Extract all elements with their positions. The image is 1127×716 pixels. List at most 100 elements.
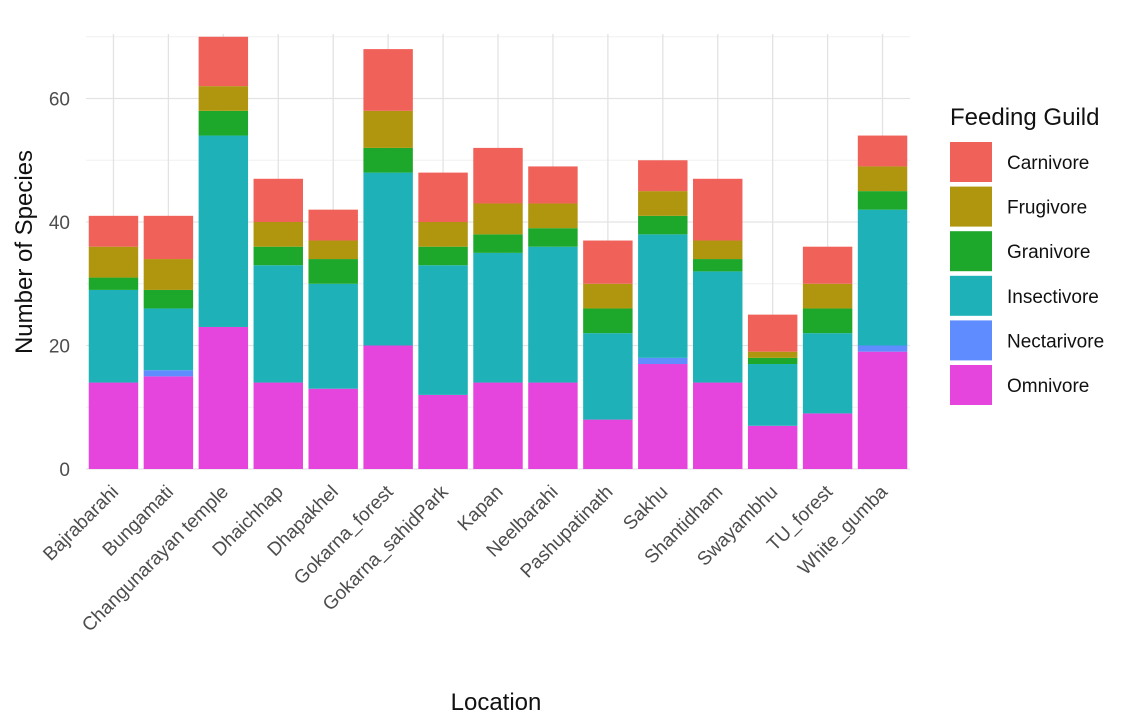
bar-segment-frugivore — [253, 222, 303, 247]
bar-segment-insectivore — [143, 308, 194, 371]
legend-label: Granivore — [1007, 242, 1090, 263]
bar-segment-carnivore — [143, 215, 194, 260]
y-axis-ticks: 0 20 40 60 — [49, 90, 70, 482]
bar-segment-insectivore — [198, 135, 249, 327]
bar-segment-frugivore — [693, 240, 743, 260]
bar-segment-nectarivore — [638, 357, 688, 365]
bar-segment-insectivore — [363, 172, 413, 346]
bar-segment-omnivore — [198, 326, 249, 469]
bar-segment-insectivore — [802, 333, 853, 414]
bar-segment-frugivore — [363, 110, 413, 148]
y-tick-label: 40 — [49, 213, 70, 234]
bar-segment-granivore — [857, 191, 908, 210]
bar-segment-omnivore — [253, 382, 303, 469]
bar-segment-carnivore — [693, 178, 743, 241]
x-tick-label: Sakhu — [619, 482, 672, 535]
bar-segment-frugivore — [857, 166, 908, 192]
bar-segment-frugivore — [308, 240, 358, 260]
legend-label: Omnivore — [1007, 376, 1089, 397]
bar-segment-omnivore — [363, 345, 413, 469]
bar-segment-granivore — [528, 228, 578, 247]
bar-segment-granivore — [418, 246, 468, 266]
bar-segment-carnivore — [418, 172, 468, 222]
bar-segment-frugivore — [198, 86, 249, 111]
bar-segment-carnivore — [583, 240, 633, 284]
bar-segment-granivore — [88, 277, 139, 290]
bar-segment-omnivore — [583, 419, 633, 469]
legend-swatch-carnivore — [950, 142, 992, 182]
bar-segment-frugivore — [638, 191, 688, 216]
bar-segment-insectivore — [473, 252, 523, 383]
x-tick-label: Gokarna_forest — [290, 481, 398, 589]
bar-segment-omnivore — [143, 376, 194, 469]
bar-segment-omnivore — [473, 382, 523, 469]
legend-swatch-nectarivore — [950, 320, 992, 361]
bar-segment-omnivore — [638, 364, 688, 469]
bar-segment-granivore — [747, 357, 798, 365]
bar-segment-carnivore — [857, 135, 908, 167]
bar-segment-frugivore — [143, 259, 194, 290]
bar-segment-omnivore — [693, 382, 743, 469]
bar-segment-granivore — [198, 110, 249, 136]
bar-segment-carnivore — [528, 166, 578, 204]
bar-segment-granivore — [308, 259, 358, 284]
bar-segment-nectarivore — [857, 345, 908, 352]
bar-segment-omnivore — [528, 382, 578, 469]
legend-label: Frugivore — [1007, 198, 1087, 219]
bar-segment-frugivore — [583, 283, 633, 309]
legend: Feeding Guild Carnivore Frugivore Granivor… — [950, 104, 1104, 405]
bar-segment-granivore — [583, 308, 633, 334]
legend-swatch-granivore — [950, 231, 992, 272]
bar-segment-insectivore — [308, 283, 358, 389]
bar-segment-granivore — [143, 289, 194, 309]
bar-segment-insectivore — [528, 246, 578, 383]
legend-label: Carnivore — [1007, 153, 1089, 174]
legend-swatch-omnivore — [950, 365, 992, 405]
bar-segment-granivore — [253, 246, 303, 266]
y-axis-title: Number of Species — [11, 150, 38, 354]
bar-segment-insectivore — [638, 234, 688, 358]
bar-segment-frugivore — [747, 351, 798, 358]
bars — [88, 36, 908, 469]
bar-segment-carnivore — [363, 49, 413, 111]
bar-segment-frugivore — [802, 283, 853, 309]
bar-segment-carnivore — [198, 36, 249, 87]
bar-segment-insectivore — [693, 271, 743, 383]
legend-swatch-frugivore — [950, 186, 992, 227]
x-tick-label: Kapan — [454, 482, 508, 536]
bar-segment-frugivore — [473, 203, 523, 235]
bar-segment-insectivore — [747, 364, 798, 426]
bar-segment-carnivore — [253, 178, 303, 222]
bar-segment-carnivore — [638, 160, 688, 192]
bar-segment-carnivore — [747, 314, 798, 352]
bar-segment-frugivore — [418, 222, 468, 247]
bar-segment-granivore — [638, 215, 688, 235]
bar-segment-carnivore — [88, 215, 139, 247]
bar-segment-omnivore — [747, 425, 798, 469]
bar-segment-insectivore — [583, 333, 633, 420]
bar-segment-insectivore — [253, 265, 303, 383]
bar-segment-frugivore — [88, 246, 139, 278]
bar-segment-carnivore — [802, 246, 853, 284]
legend-title: Feeding Guild — [950, 104, 1099, 131]
y-tick-label: 0 — [59, 460, 70, 481]
bar-segment-granivore — [363, 147, 413, 173]
bar-segment-frugivore — [528, 203, 578, 229]
legend-label: Nectarivore — [1007, 331, 1104, 352]
y-tick-label: 60 — [49, 90, 70, 111]
bar-segment-omnivore — [308, 388, 358, 469]
legend-label: Insectivore — [1007, 287, 1099, 308]
bar-segment-omnivore — [418, 394, 468, 469]
bar-segment-nectarivore — [143, 370, 194, 377]
bar-segment-insectivore — [88, 289, 139, 383]
bar-segment-omnivore — [857, 351, 908, 469]
bar-segment-omnivore — [88, 382, 139, 469]
bar-segment-carnivore — [308, 209, 358, 241]
bar-segment-insectivore — [418, 265, 468, 395]
y-tick-label: 20 — [49, 337, 70, 358]
x-axis-title: Location — [451, 689, 542, 716]
legend-swatch-insectivore — [950, 275, 992, 316]
bar-segment-granivore — [802, 308, 853, 334]
